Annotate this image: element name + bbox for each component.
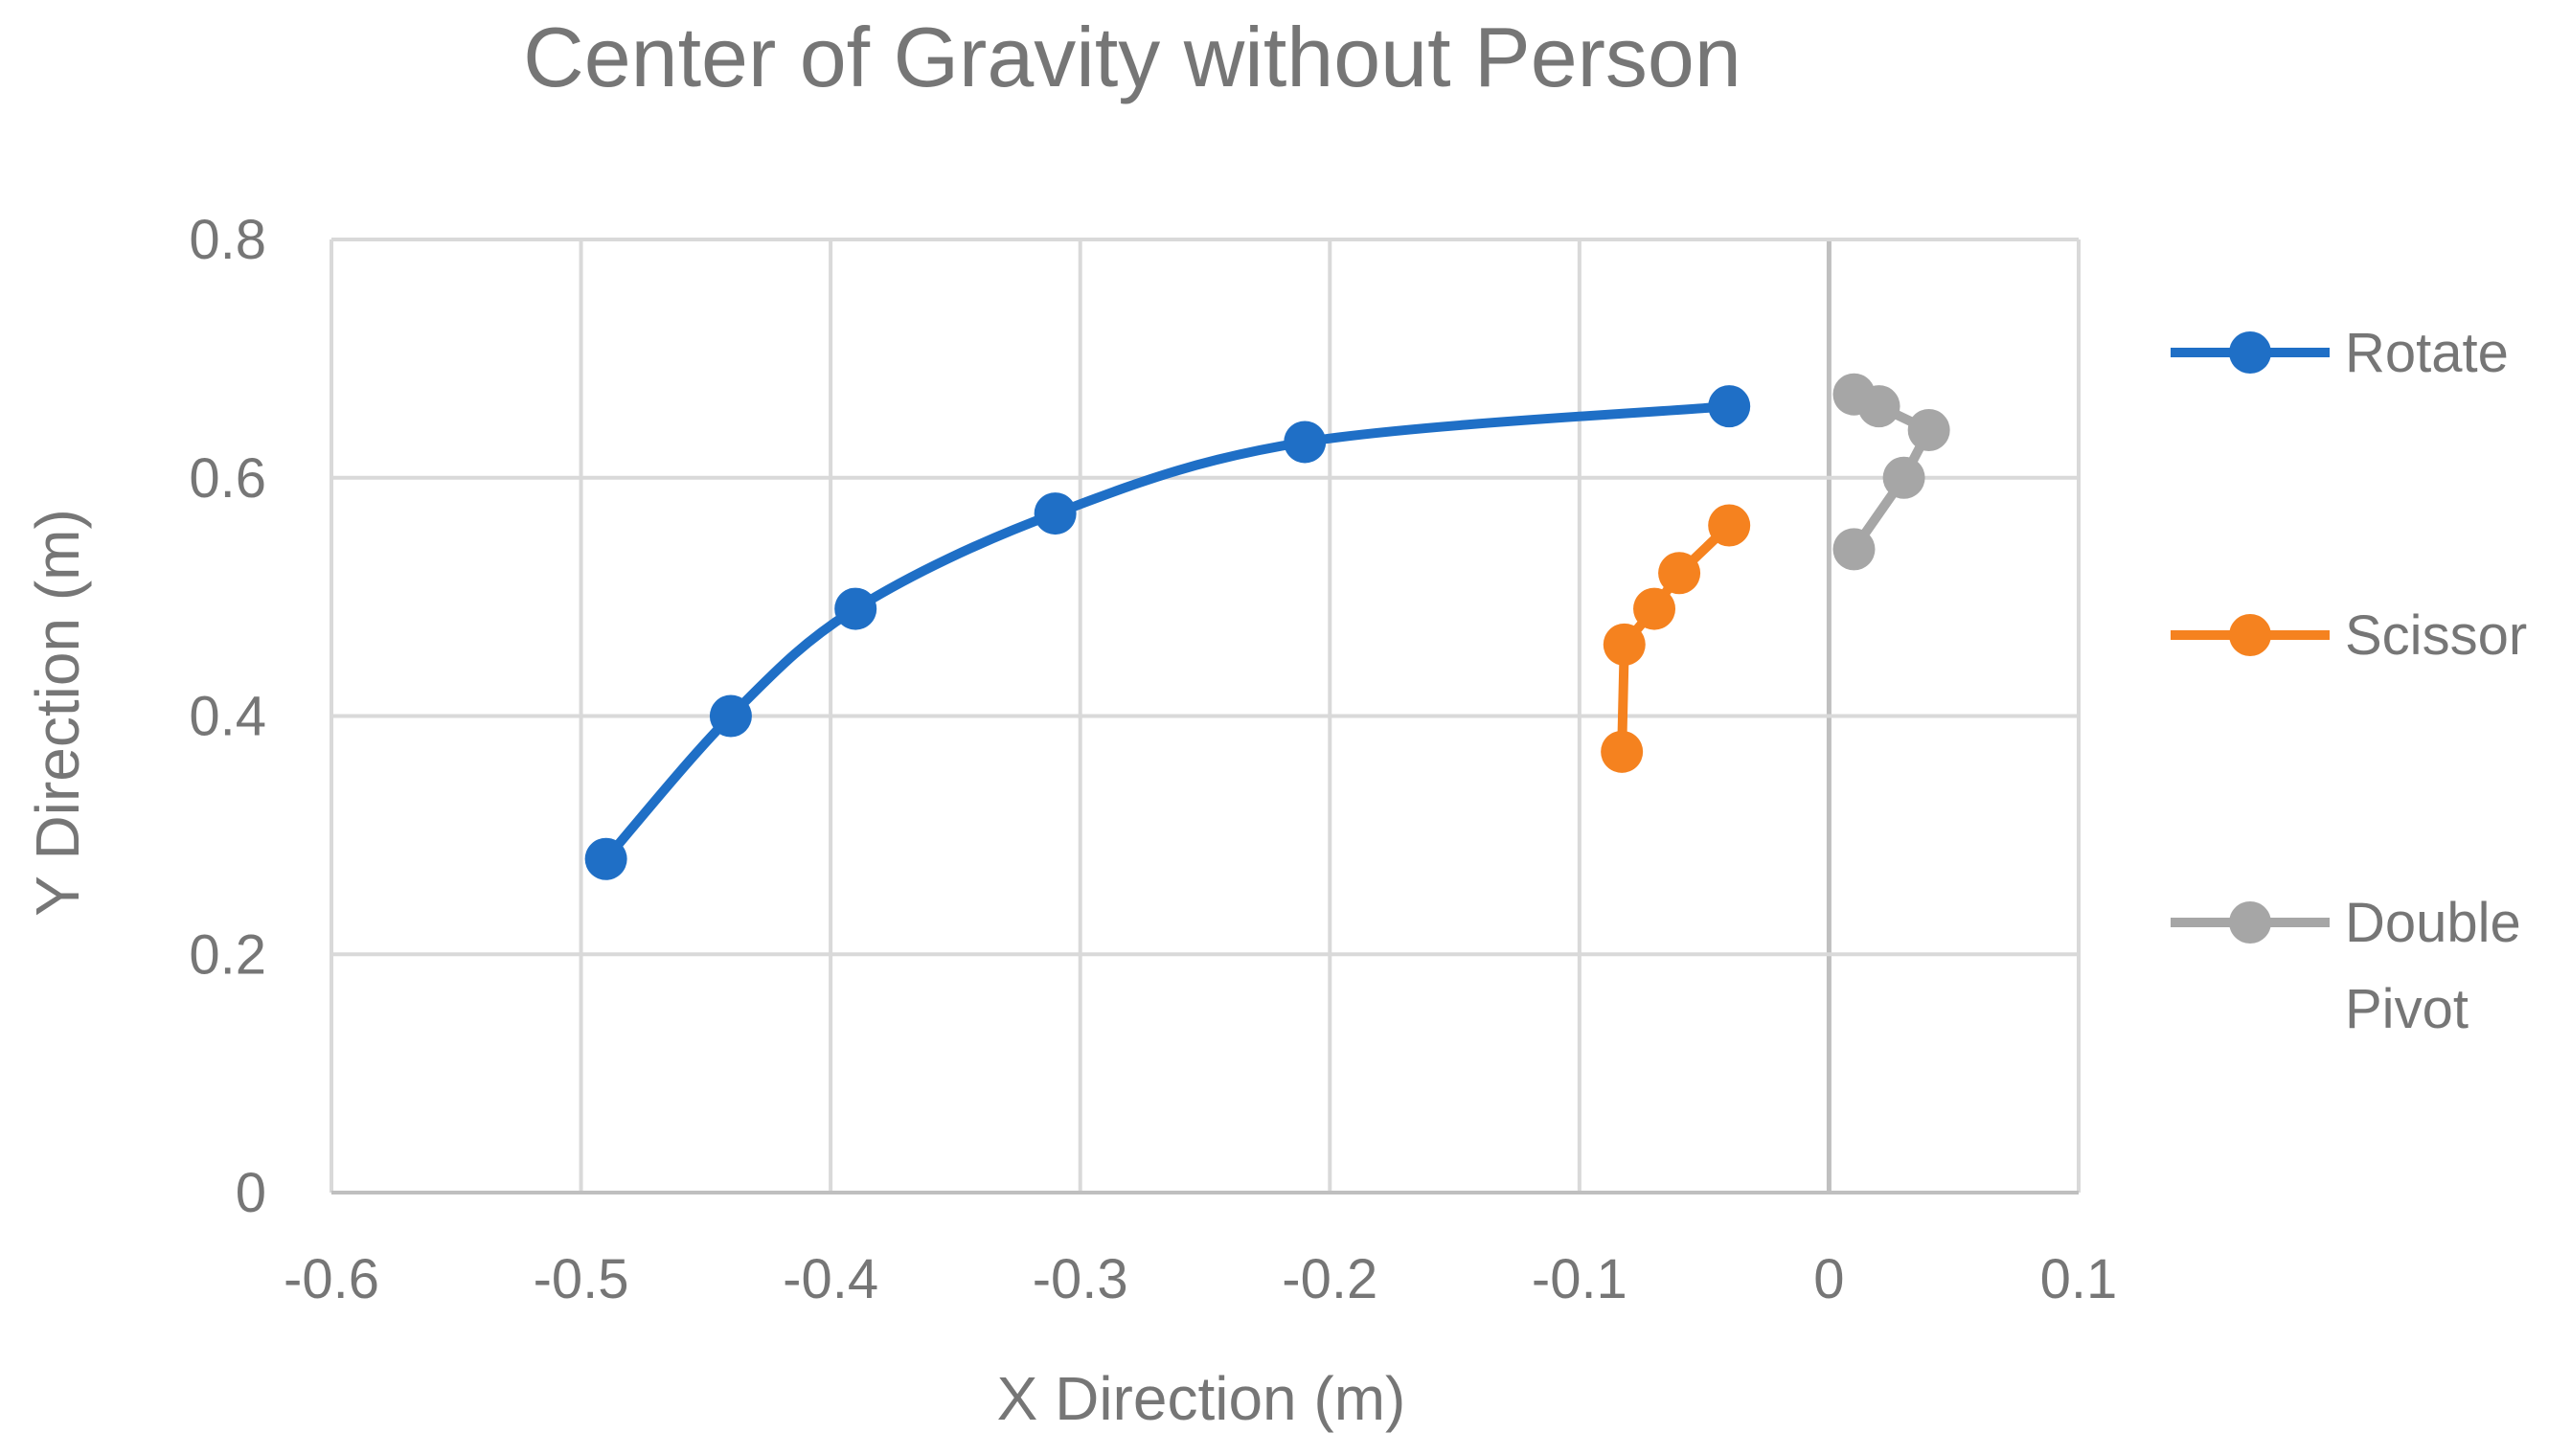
x-axis-label: X Direction (m) — [997, 1364, 1406, 1433]
legend-label: Pivot — [2345, 978, 2469, 1040]
y-tick-labels: 0 0.2 0.4 0.6 0.8 — [189, 209, 266, 1224]
legend-item-scissor: Scissor — [2171, 604, 2527, 667]
y-tick-label: 0.8 — [189, 209, 266, 271]
y-tick-label: 0.2 — [189, 923, 266, 986]
legend-swatch-marker — [2229, 614, 2271, 656]
data-point-double-pivot — [1882, 456, 1925, 499]
y-tick-label: 0 — [236, 1162, 266, 1224]
x-tick-label: -0.1 — [1532, 1248, 1627, 1310]
data-point-scissor — [1658, 552, 1701, 595]
series-points — [584, 373, 1950, 880]
series-line-rotate — [602, 401, 1730, 863]
x-tick-label: -0.2 — [1282, 1248, 1377, 1310]
data-point-double-pivot — [1832, 373, 1876, 416]
x-tick-label: -0.4 — [783, 1248, 878, 1310]
data-point-scissor — [1633, 587, 1676, 630]
data-point-scissor — [1708, 504, 1751, 547]
legend: Rotate Scissor Double Pivot — [2171, 322, 2527, 1040]
legend-item-rotate: Rotate — [2171, 322, 2509, 384]
data-point-scissor — [1603, 623, 1646, 666]
data-point-double-pivot — [1907, 409, 1950, 451]
data-point-rotate — [834, 587, 877, 630]
data-point-rotate — [1034, 492, 1077, 535]
legend-item-double-pivot: Double Pivot — [2171, 892, 2521, 1040]
data-point-scissor — [1601, 730, 1644, 773]
legend-label: Double — [2345, 892, 2521, 954]
legend-swatch-marker — [2229, 331, 2271, 374]
chart-title: Center of Gravity without Person — [523, 10, 1741, 104]
x-tick-label: -0.3 — [1033, 1248, 1128, 1310]
grid — [330, 238, 2081, 1194]
data-point-rotate — [584, 837, 627, 880]
y-tick-label: 0.4 — [189, 686, 266, 748]
x-tick-label: 0.1 — [2040, 1248, 2118, 1310]
series-lines — [602, 390, 1934, 863]
x-tick-label: -0.6 — [284, 1248, 379, 1310]
data-point-rotate — [1708, 385, 1751, 428]
legend-label: Rotate — [2345, 322, 2509, 384]
data-point-double-pivot — [1832, 528, 1876, 571]
x-tick-labels: -0.6 -0.5 -0.4 -0.3 -0.2 -0.1 0 0.1 — [284, 1248, 2117, 1310]
x-tick-label: 0 — [1813, 1248, 1844, 1310]
y-tick-label: 0.6 — [189, 447, 266, 510]
data-point-rotate — [1284, 421, 1327, 464]
legend-label: Scissor — [2345, 604, 2527, 667]
legend-swatch-marker — [2229, 901, 2271, 944]
y-axis-label: Y Direction (m) — [23, 509, 92, 917]
data-point-rotate — [709, 694, 752, 738]
x-tick-label: -0.5 — [534, 1248, 629, 1310]
